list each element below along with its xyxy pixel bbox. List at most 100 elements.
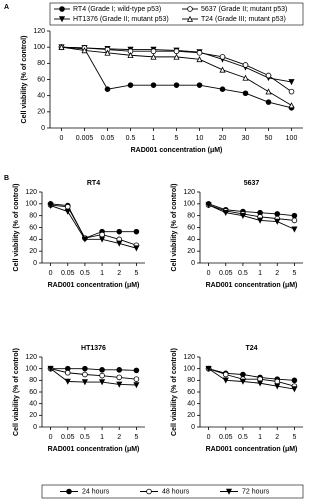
- data-point: [82, 371, 88, 378]
- data-point: [274, 383, 281, 390]
- y-axis-label: Cell viability (% of control): [171, 184, 178, 272]
- y-tick-label: 80: [187, 377, 195, 384]
- data-point: [291, 226, 298, 233]
- data-point: [291, 212, 298, 219]
- x-tick-label: 0.05: [101, 135, 115, 142]
- series-line: [208, 368, 295, 387]
- y-tick-label: 120: [25, 189, 37, 196]
- legend-label: 72 hours: [242, 488, 270, 495]
- data-point: [242, 90, 249, 97]
- y-tick-label: 120: [25, 354, 37, 361]
- data-point: [81, 47, 88, 54]
- y-tick-label: 80: [187, 213, 195, 220]
- x-axis-label: RAD001 concentration (μM): [131, 147, 223, 154]
- data-point: [116, 374, 123, 381]
- legend-label: HT1376 (Grade II; mutant p53): [73, 16, 169, 23]
- data-point: [242, 62, 249, 68]
- series-line: [208, 368, 295, 390]
- data-point: [274, 218, 281, 225]
- data-point: [81, 236, 88, 243]
- y-tick-label: 80: [37, 60, 45, 67]
- x-tick-label: 0: [207, 434, 211, 441]
- y-tick-label: 120: [33, 28, 45, 35]
- data-point: [99, 367, 105, 373]
- x-tick-label: 0.5: [126, 135, 136, 142]
- data-point: [288, 79, 295, 86]
- subplot-title: HT1376: [81, 345, 106, 352]
- series-line: [208, 203, 295, 217]
- data-point: [99, 236, 106, 243]
- series-line: [50, 205, 137, 249]
- subplot-title: 5637: [244, 180, 260, 187]
- y-tick-label: 20: [29, 248, 37, 255]
- x-tick-label: 2: [117, 270, 121, 277]
- data-point: [291, 217, 298, 224]
- y-tick-label: 120: [183, 189, 195, 196]
- x-tick-label: 1: [258, 434, 262, 441]
- data-point: [82, 365, 88, 372]
- data-point: [265, 72, 272, 79]
- y-tick-label: 0: [191, 260, 195, 267]
- x-tick-label: 5: [134, 434, 138, 441]
- data-point: [196, 50, 203, 56]
- legend-marker: [186, 15, 194, 22]
- x-tick-label: 0.5: [238, 270, 248, 277]
- data-point: [291, 377, 298, 384]
- x-tick-label: 0: [60, 135, 64, 142]
- legend-marker: [59, 6, 65, 12]
- data-point: [196, 82, 203, 88]
- x-axis-label: RAD001 concentration (μM): [48, 282, 140, 289]
- data-point: [58, 43, 65, 50]
- data-point: [219, 54, 226, 60]
- data-point: [173, 53, 180, 60]
- data-point: [205, 365, 212, 372]
- data-point: [150, 53, 157, 60]
- y-tick-label: 40: [37, 93, 45, 100]
- x-tick-label: 50: [265, 135, 273, 142]
- y-tick-label: 40: [187, 401, 195, 408]
- y-tick-label: 60: [187, 389, 195, 396]
- data-point: [116, 381, 123, 388]
- subplot-title: RT4: [87, 180, 100, 187]
- series-line: [208, 204, 295, 230]
- y-tick-label: 20: [187, 412, 195, 419]
- x-tick-label: 5: [134, 270, 138, 277]
- data-point: [205, 202, 212, 209]
- x-tick-label: 0.5: [80, 434, 90, 441]
- y-tick-label: 20: [37, 109, 45, 116]
- y-tick-label: 100: [25, 201, 37, 208]
- y-tick-label: 100: [33, 44, 45, 51]
- y-tick-label: 40: [29, 401, 37, 408]
- y-tick-label: 80: [29, 377, 37, 384]
- data-point: [265, 99, 272, 105]
- data-point: [127, 82, 134, 88]
- x-tick-label: 0.05: [61, 270, 75, 277]
- data-point: [274, 378, 281, 385]
- x-tick-label: 10: [196, 135, 204, 142]
- data-point: [288, 102, 295, 109]
- data-point: [133, 228, 140, 235]
- legend-marker: [58, 16, 66, 23]
- data-point: [173, 82, 180, 88]
- data-point: [104, 49, 111, 56]
- series-line: [208, 368, 295, 381]
- data-point: [274, 211, 281, 217]
- y-tick-label: 0: [191, 424, 195, 431]
- y-axis-label: Cell viability (% of control): [21, 36, 28, 124]
- y-tick-label: 60: [37, 76, 45, 83]
- data-point: [133, 382, 140, 389]
- x-tick-label: 20: [219, 135, 227, 142]
- x-axis-label: RAD001 concentration (μM): [48, 446, 140, 453]
- data-point: [64, 208, 71, 215]
- x-tick-label: 2: [117, 434, 121, 441]
- y-tick-label: 60: [29, 389, 37, 396]
- x-tick-label: 5: [292, 270, 296, 277]
- legend-label: T24 (Grade III; mutant p53): [201, 16, 286, 23]
- legend-label: 48 hours: [162, 488, 190, 495]
- legend-marker: [146, 488, 152, 495]
- x-tick-label: 1: [100, 434, 104, 441]
- legend-box: [49, 2, 304, 26]
- x-tick-label: 0: [49, 434, 53, 441]
- legend-label: 24 hours: [82, 488, 110, 495]
- y-tick-label: 100: [25, 366, 37, 373]
